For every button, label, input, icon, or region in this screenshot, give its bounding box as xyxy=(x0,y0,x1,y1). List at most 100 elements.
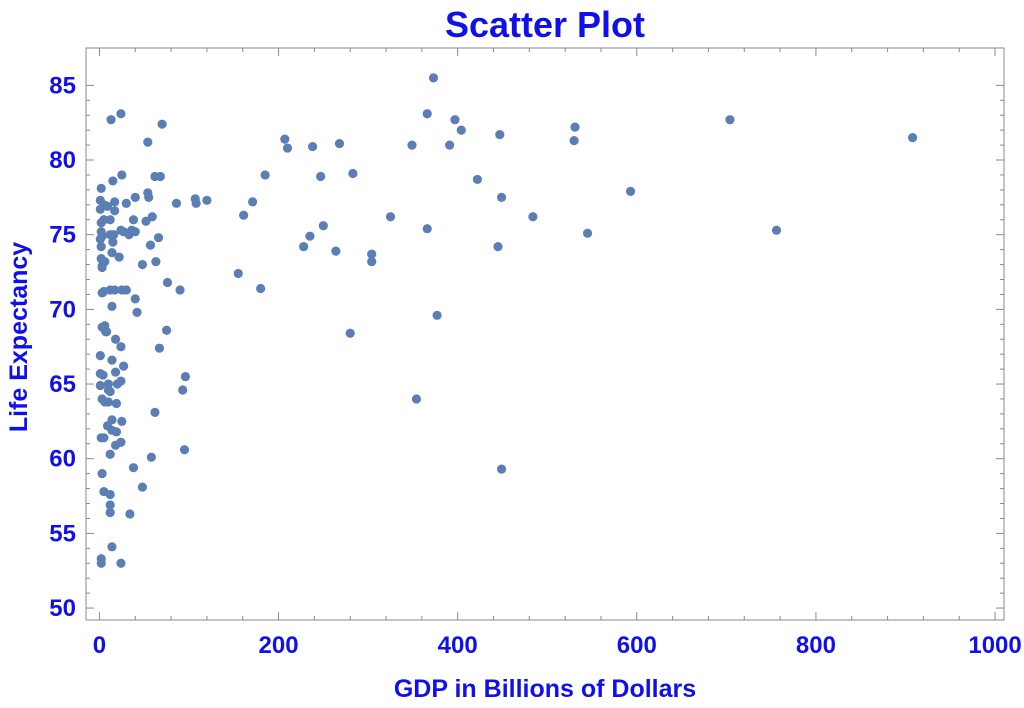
data-point xyxy=(102,201,113,211)
data-point xyxy=(570,122,580,132)
data-point xyxy=(179,445,190,455)
data-point xyxy=(121,285,131,295)
data-point xyxy=(103,397,113,407)
data-point xyxy=(103,379,113,389)
data-point xyxy=(107,248,117,258)
data-point xyxy=(105,215,115,225)
data-point xyxy=(116,376,126,386)
data-point xyxy=(105,386,115,397)
data-point xyxy=(146,452,156,462)
data-point xyxy=(280,134,290,144)
data-point xyxy=(202,195,212,205)
x-tick-label: 1000 xyxy=(968,632,1021,659)
data-point xyxy=(316,171,326,182)
data-point xyxy=(299,242,309,252)
y-axis-label: Life Expectancy xyxy=(5,242,33,432)
data-point xyxy=(472,174,482,185)
data-point xyxy=(445,140,455,150)
data-point xyxy=(107,355,117,365)
data-point xyxy=(171,198,182,208)
data-point xyxy=(137,482,148,492)
data-point xyxy=(151,256,161,267)
y-tick-label: 85 xyxy=(49,72,76,99)
data-point xyxy=(348,168,358,179)
data-point xyxy=(96,242,106,252)
data-point xyxy=(108,237,118,247)
chart-title: Scatter Plot xyxy=(445,4,645,45)
data-point xyxy=(367,256,377,267)
data-point xyxy=(367,249,377,259)
data-point xyxy=(108,176,118,186)
data-point xyxy=(116,109,126,119)
data-point xyxy=(495,130,505,140)
data-point xyxy=(385,212,396,222)
data-point xyxy=(105,507,115,518)
y-tick-label: 70 xyxy=(49,296,76,323)
data-point xyxy=(318,221,328,231)
data-point xyxy=(157,119,167,129)
data-point xyxy=(456,125,466,135)
plot-frame xyxy=(85,47,1005,621)
x-tick-label: 0 xyxy=(93,632,106,659)
data-point xyxy=(100,256,110,267)
data-point xyxy=(331,246,341,256)
data-point xyxy=(260,170,270,180)
data-point xyxy=(143,137,153,147)
data-point xyxy=(130,192,140,202)
data-point xyxy=(147,212,157,222)
data-point xyxy=(625,186,636,196)
data-point xyxy=(178,385,188,395)
data-point xyxy=(121,198,131,208)
data-point xyxy=(407,140,417,150)
data-point xyxy=(191,198,201,208)
x-axis: 0 200 400 600 800 1000 xyxy=(93,48,1022,659)
data-point xyxy=(110,197,120,207)
data-point xyxy=(99,433,109,443)
data-point xyxy=(496,192,507,202)
data-point xyxy=(97,469,107,479)
data-point xyxy=(411,394,422,404)
data-point xyxy=(110,206,120,216)
data-point xyxy=(422,109,432,119)
data-point xyxy=(116,342,126,352)
data-point xyxy=(105,500,115,510)
y-tick-label: 60 xyxy=(49,446,76,473)
data-point xyxy=(180,371,191,382)
data-point xyxy=(95,380,105,391)
data-point xyxy=(105,449,115,459)
data-point xyxy=(725,115,735,125)
data-point xyxy=(116,437,126,447)
data-point xyxy=(528,212,538,222)
x-axis-label: GDP in Billions of Dollars xyxy=(394,675,696,703)
data-point xyxy=(247,197,258,207)
data-point xyxy=(105,489,115,500)
data-point xyxy=(117,416,127,426)
data-point xyxy=(334,138,345,149)
data-point xyxy=(145,240,156,250)
data-point xyxy=(256,283,266,294)
y-tick-label: 50 xyxy=(49,595,76,622)
y-tick-label: 55 xyxy=(49,520,76,547)
data-point xyxy=(130,294,140,304)
data-point xyxy=(132,307,142,317)
data-point xyxy=(116,558,126,568)
data-point xyxy=(233,268,243,279)
data-point xyxy=(114,252,124,262)
data-point xyxy=(96,558,106,568)
data-point xyxy=(155,171,165,182)
data-point xyxy=(569,135,579,146)
data-point xyxy=(107,301,117,311)
data-point xyxy=(771,225,782,235)
data-point xyxy=(144,192,154,202)
x-tick-label: 200 xyxy=(259,632,299,659)
data-point xyxy=(307,141,318,152)
data-point xyxy=(111,398,122,409)
data-point xyxy=(450,115,460,125)
x-tick-label: 800 xyxy=(796,632,836,659)
data-point xyxy=(908,133,918,143)
data-point xyxy=(111,427,122,437)
data-point xyxy=(162,325,172,335)
data-point xyxy=(106,115,116,125)
data-point xyxy=(239,210,249,220)
